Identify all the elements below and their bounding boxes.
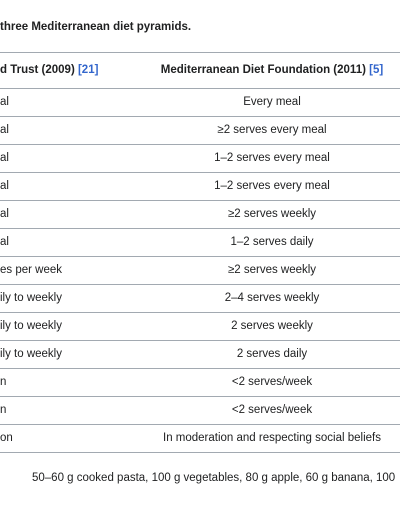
table-cell: ≥2 serves weekly	[227, 208, 317, 220]
table-cell: ily to weekly	[0, 320, 62, 332]
table-header-background	[0, 52, 400, 88]
table-cell: 2 serves weekly	[231, 320, 313, 332]
table-cell: Every meal	[243, 96, 301, 108]
row-border	[0, 312, 400, 313]
table-cell: 2–4 serves weekly	[224, 292, 320, 304]
footnote: 50–60 g cooked pasta, 100 g vegetables, …	[32, 472, 396, 484]
row-border	[0, 52, 400, 53]
header-text: d Trust (2009)	[0, 64, 78, 76]
header-cell: Mediterranean Diet Foundation (2011) [5]	[144, 52, 400, 88]
table-cell: n	[0, 376, 7, 388]
table-cell: on	[0, 432, 13, 444]
table-cell: al	[0, 152, 9, 164]
table-cell: al	[0, 236, 9, 248]
row-border	[0, 340, 400, 341]
row-border	[0, 116, 400, 117]
table-cell: ily to weekly	[0, 348, 62, 360]
table-cell: <2 serves/week	[231, 376, 313, 388]
table-cell: 2 serves daily	[236, 348, 308, 360]
table-cell: es per week	[0, 264, 63, 276]
reference-link[interactable]: [21]	[77, 64, 99, 76]
table-cell: 1–2 serves daily	[230, 236, 314, 248]
row-border	[0, 396, 400, 397]
table-cell: 1–2 serves every meal	[214, 180, 330, 192]
table-cell: In moderation and respecting social beli…	[163, 432, 381, 444]
row-border	[0, 200, 400, 201]
table-cell: 1–2 serves every meal	[214, 152, 330, 164]
table-cell: <2 serves/week	[231, 404, 313, 416]
table-caption: three Mediterranean diet pyramids.	[0, 21, 192, 33]
table-cell: ≥2 serves weekly	[227, 264, 317, 276]
row-border	[0, 228, 400, 229]
table-cell: al	[0, 180, 9, 192]
row-border	[0, 144, 400, 145]
table-cell: al	[0, 124, 9, 136]
header-text: Mediterranean Diet Foundation (2011)	[160, 64, 370, 76]
table-cell: al	[0, 96, 9, 108]
row-border	[0, 424, 400, 425]
table-cell: ily to weekly	[0, 292, 62, 304]
row-border	[0, 368, 400, 369]
row-border	[0, 256, 400, 257]
table-cell: ≥2 serves every meal	[217, 124, 327, 136]
reference-link[interactable]: [5]	[369, 64, 384, 76]
table-cell: n	[0, 404, 7, 416]
row-border	[0, 88, 400, 89]
row-border	[0, 452, 400, 453]
table-cell: al	[0, 208, 9, 220]
row-border	[0, 172, 400, 173]
row-border	[0, 284, 400, 285]
header-cell: d Trust (2009) [21]	[0, 52, 98, 88]
